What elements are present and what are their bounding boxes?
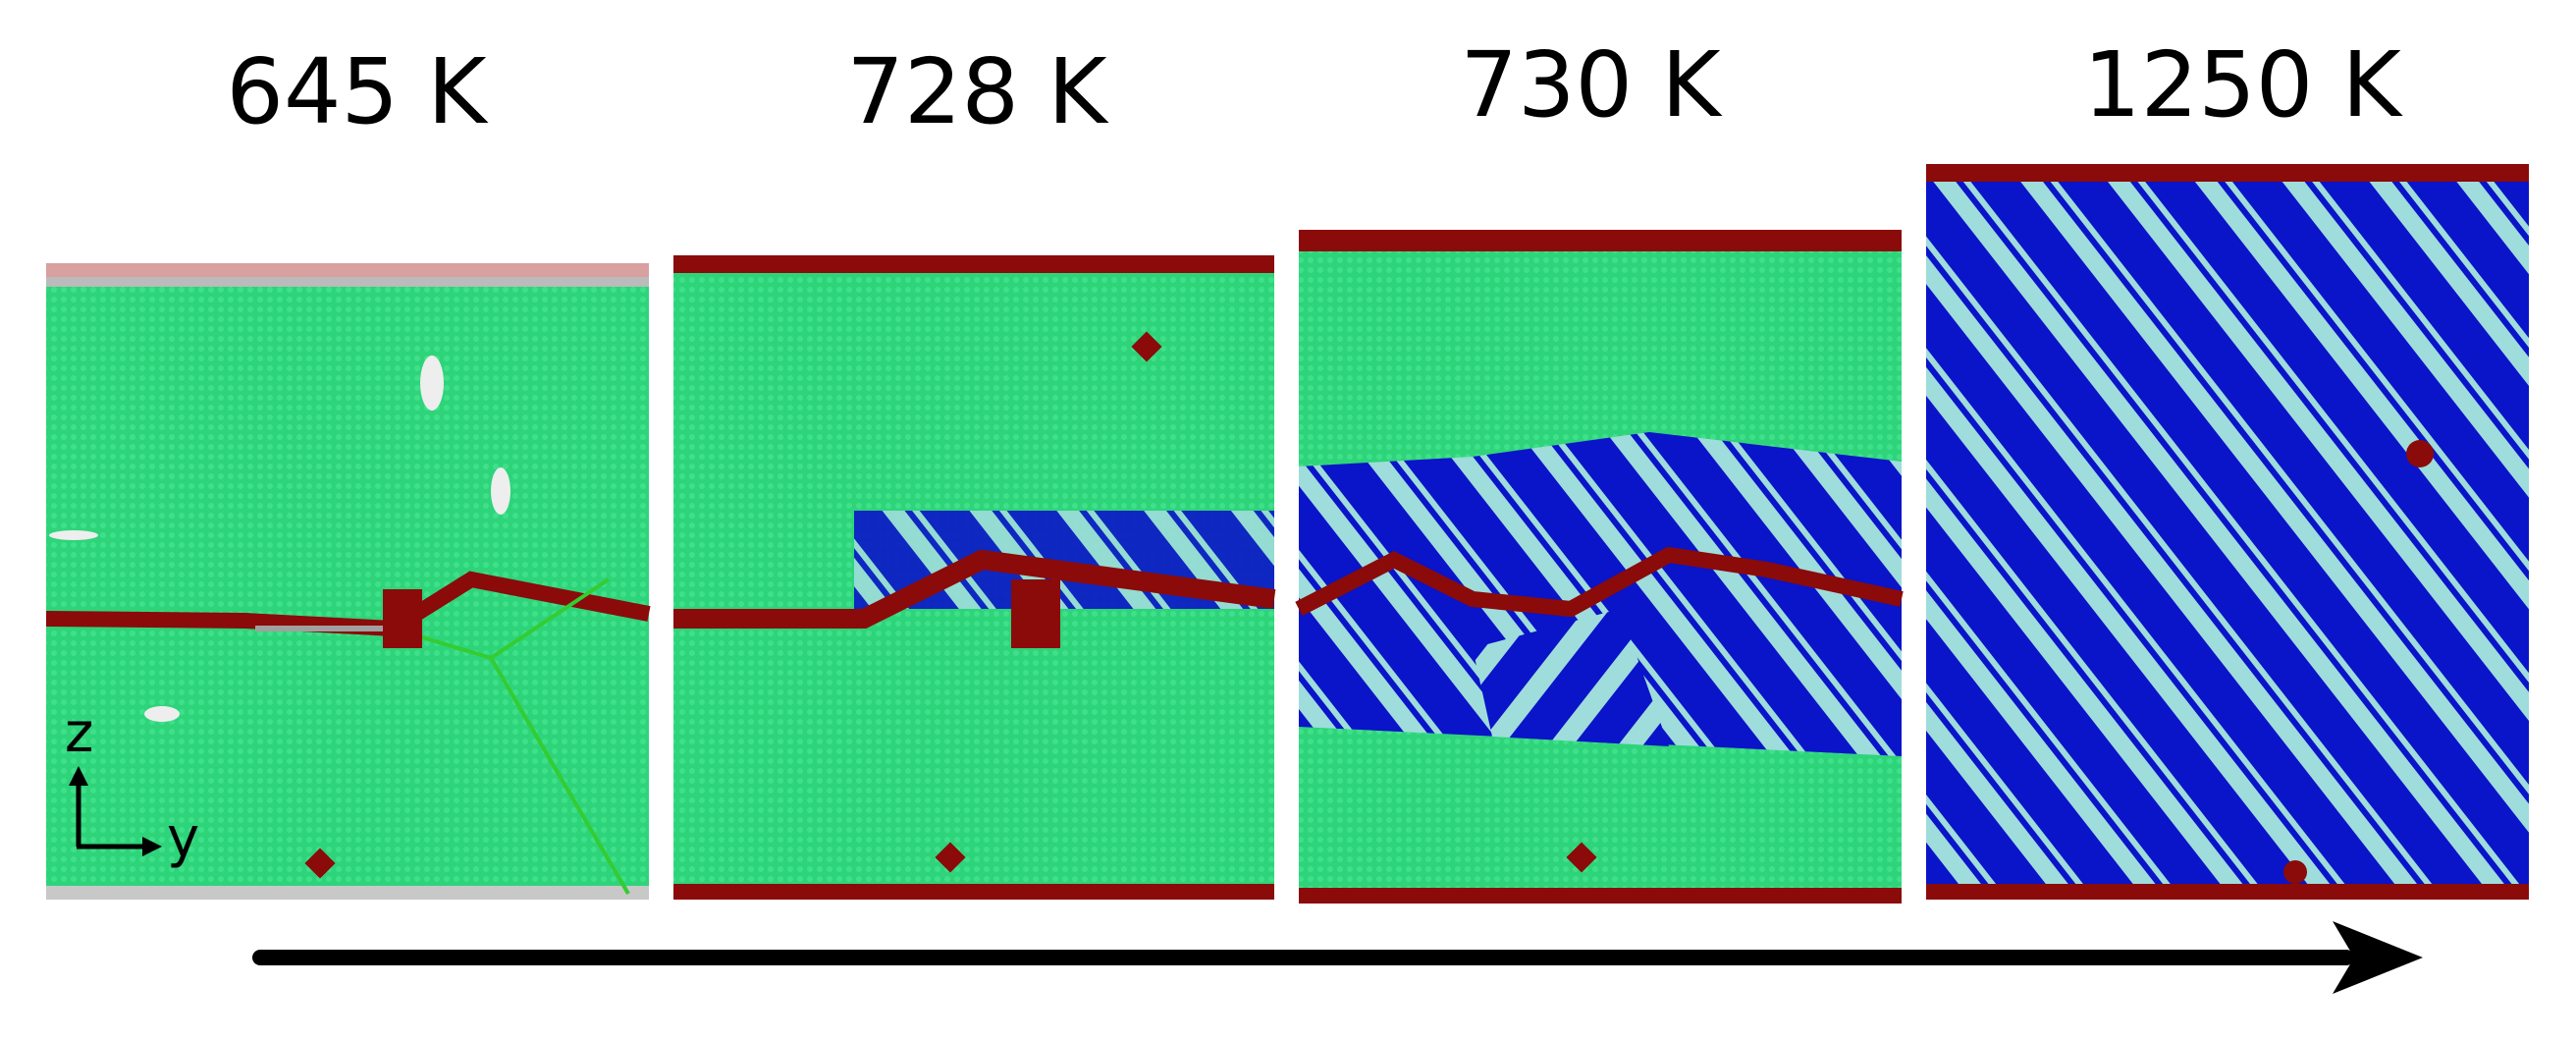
panel-title: 1250 K	[2083, 32, 2403, 137]
defect-plane	[1295, 546, 1904, 618]
void	[491, 467, 510, 515]
y-label: y	[167, 806, 199, 870]
panel-title: 728 K	[846, 39, 1109, 144]
axes-glyph: z y	[65, 701, 199, 870]
panel-728	[673, 255, 1276, 900]
surface-bottom	[1926, 884, 2529, 900]
surface-bottom	[673, 884, 1274, 900]
hcp-region	[1473, 609, 1669, 746]
void	[144, 706, 180, 722]
void	[420, 356, 444, 411]
z-arrowhead	[69, 766, 88, 786]
cluster	[304, 848, 336, 879]
defect-plane	[673, 549, 1276, 629]
surface-top	[673, 255, 1274, 273]
panel-730	[1295, 230, 1904, 904]
surface-bottom	[1299, 888, 1902, 904]
surface-top	[1299, 230, 1902, 251]
cluster	[2406, 440, 2434, 467]
panel-1250	[1926, 164, 2529, 900]
void	[49, 530, 98, 540]
cluster	[1011, 579, 1060, 648]
panel-title: 730 K	[1460, 32, 1723, 137]
z-label: z	[65, 701, 93, 765]
surface-top	[46, 263, 649, 279]
dislocation	[392, 577, 630, 896]
panel-645	[45, 263, 651, 900]
fcc-region	[46, 275, 649, 894]
surface-top	[46, 277, 649, 287]
surface-top	[1926, 164, 2529, 182]
cluster	[1131, 331, 1162, 362]
hcp-region	[1926, 177, 2529, 894]
arrowhead	[2333, 921, 2423, 994]
surface-bottom	[46, 886, 649, 900]
cluster	[383, 589, 422, 648]
cluster	[2283, 860, 2307, 884]
y-arrowhead	[142, 837, 162, 856]
panel-title: 645 K	[226, 39, 489, 144]
